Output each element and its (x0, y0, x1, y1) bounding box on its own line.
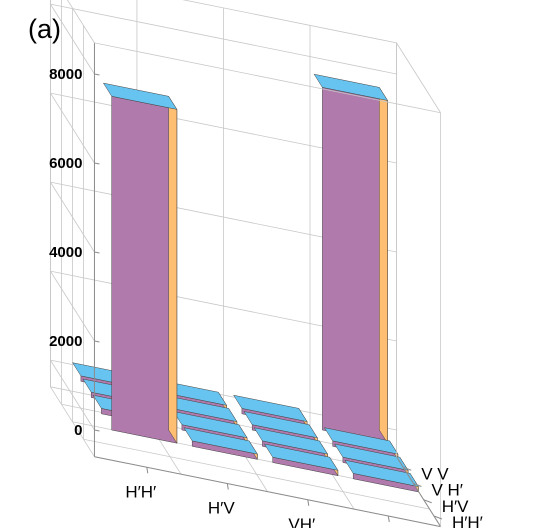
z-tick-mark (94, 340, 100, 343)
bar-top-face (323, 427, 399, 455)
axis-line-x (94, 456, 441, 528)
bars-group (72, 73, 419, 493)
z-tick-mark (94, 429, 100, 432)
left-wall-grid-line (50, 92, 95, 164)
bar-top-face (233, 394, 308, 422)
box-edge (66, 0, 95, 44)
y-tick-label: H′H′ (452, 513, 483, 528)
z-tick-label: 8000 (49, 66, 82, 83)
panel-label: (a) (28, 14, 61, 44)
y-tick-mark (423, 499, 432, 504)
x-tick-mark (226, 483, 229, 490)
bar-VH′-H′H′ (263, 443, 339, 477)
z-tick-label: 6000 (49, 155, 82, 172)
back-wall-grid-line (50, 3, 397, 75)
bar-front-face (322, 87, 388, 444)
z-tick-mark (94, 251, 100, 254)
bar-top-face (344, 459, 419, 487)
left-wall-grid-line (50, 181, 95, 253)
bar-top-face (183, 427, 258, 455)
x-tick-mark (146, 467, 149, 474)
x-tick-mark (307, 499, 310, 506)
bar-top-face (243, 411, 318, 439)
z-tick-label: 0 (74, 422, 82, 439)
floor-grid-line (83, 438, 430, 510)
box-edge (396, 42, 441, 113)
z-tick-mark (94, 162, 100, 165)
y-tick-mark (413, 483, 422, 487)
z-tick-mark (94, 73, 100, 76)
y-tick-label: V H′ (431, 481, 463, 500)
y-tick-mark (433, 515, 443, 520)
z-tick-label: 2000 (49, 333, 82, 350)
bar-side-face (379, 86, 388, 445)
y-tick-mark (403, 466, 412, 471)
bar-top-face (263, 443, 339, 471)
bar-H′H′-H′H′ (102, 82, 178, 445)
bar-side-face (168, 95, 178, 445)
left-wall-grid-line (50, 359, 95, 431)
bar-VV-V V (313, 73, 389, 445)
bar-top-face (334, 443, 409, 471)
bar-top-face (102, 82, 178, 110)
axis-line-y (396, 456, 442, 527)
bar-top-face (313, 73, 389, 101)
box-edge (182, 0, 397, 44)
y-tick-label: H′V (442, 497, 469, 516)
bar-front-face (111, 95, 178, 444)
left-wall-grid-line (50, 270, 95, 342)
x-tick-mark (387, 515, 390, 523)
front-box-lines (93, 42, 442, 528)
x-tick-label: VH′ (288, 515, 315, 528)
x-tick-label: H′H′ (125, 482, 156, 501)
box-edge (94, 42, 441, 114)
bar-H′V-H′H′ (183, 427, 258, 461)
z-tick-label: 4000 (49, 244, 82, 261)
y-tick-label: V V (421, 464, 449, 483)
bar-top-face (253, 427, 329, 455)
left-wall-grid-line (50, 3, 95, 75)
x-tick-label: H′V (208, 499, 235, 518)
